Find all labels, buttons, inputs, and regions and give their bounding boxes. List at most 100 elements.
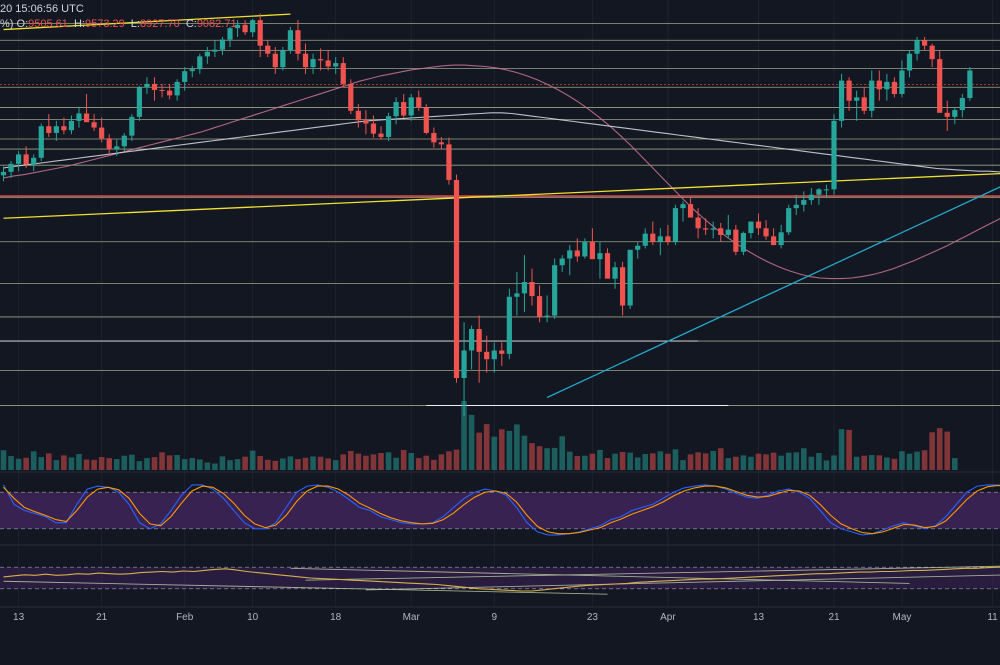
candle-body [273,54,278,67]
candle-body [847,81,852,101]
candle-body [930,46,935,59]
candle-body [748,222,753,233]
volume-bar [741,455,747,470]
candle-body [461,350,466,378]
volume-bar [892,459,898,470]
candle-body [363,120,368,123]
candle-body [492,350,497,359]
volume-bar [280,458,286,470]
volume-bar [31,451,37,470]
volume-bar [91,460,97,470]
volume-bar [929,432,935,470]
candle-body [446,144,451,180]
candle-body [650,234,655,242]
candle-body [680,204,685,208]
candle-body [884,82,889,89]
candle-body [24,154,29,164]
volume-bar [38,457,44,470]
volume-bar [658,451,664,470]
volume-bar [522,436,528,470]
rsi-band [0,567,1000,589]
candle-body [152,84,157,90]
candle-body [597,253,602,259]
candle-body [839,81,844,121]
candle-body [107,138,112,149]
candle-body [197,56,202,69]
volume-bar [303,458,309,470]
volume-bar [408,453,414,470]
volume-bar [144,458,150,470]
volume-bar [310,456,316,470]
candle-body [552,265,557,315]
candle-body [243,25,248,32]
volume-bar [590,454,596,470]
candle-body [945,113,950,117]
volume-bar [914,452,920,470]
candle-body [741,233,746,252]
volume-bar [159,452,165,470]
volume-bar [642,454,648,470]
volume-bar [907,454,913,470]
candle-body [1,172,6,175]
candle-body [635,246,640,250]
volume-bar [431,460,437,470]
volume-bar [944,432,950,470]
ohlc-legend: 20 15:06:56 UTC %) O:9505.61 H:9573.29 L… [0,2,240,32]
candle-body [703,228,708,229]
volume-bar [831,455,837,470]
candle-body [469,329,474,350]
volume-bar [371,454,377,470]
time-tick-label: May [892,612,911,623]
volume-bar [650,453,656,470]
candle-body [907,54,912,71]
candle-body [326,60,331,66]
volume-bar [680,460,686,470]
volume-bar [710,451,716,470]
volume-bar [333,460,339,470]
volume-bar [544,448,550,470]
volume-bar [288,456,294,470]
time-tick-label: 21 [828,612,839,623]
candle-body [454,180,459,378]
volume-bar [861,456,867,470]
volume-bar [446,451,452,470]
candle-body [771,236,776,245]
volume-bar [189,458,195,470]
volume-bar [816,453,822,470]
candle-body [212,50,217,52]
volume-bar [597,450,603,470]
candle-body [159,90,164,91]
candle-body [31,158,36,165]
volume-bar [257,456,263,470]
candle-body [378,134,383,137]
candle-body [718,228,723,235]
time-tick-label: Feb [176,612,193,623]
volume-bar [1,450,7,470]
volume-bar [529,443,535,470]
volume-bar [499,429,505,470]
volume-bar [122,456,128,470]
volume-bar [801,448,807,470]
volume-bar [748,457,754,470]
volume-bar [325,458,331,470]
high-value: 9573.29 [85,18,125,30]
candle-body [348,84,353,111]
volume-bar [514,424,520,470]
candle-body [673,208,678,242]
candle-body [763,228,768,236]
candle-body [854,97,859,100]
volume-bar [273,461,279,470]
open-value: 9505.61 [28,18,68,30]
candle-body [46,126,51,133]
low-label: L: [131,18,140,30]
volume-bar [605,458,611,470]
candle-body [401,102,406,115]
volume-bar [484,424,490,470]
candle-body [794,205,799,208]
candle-body [431,133,436,142]
candle-body [575,250,580,256]
candle-body [831,121,836,189]
